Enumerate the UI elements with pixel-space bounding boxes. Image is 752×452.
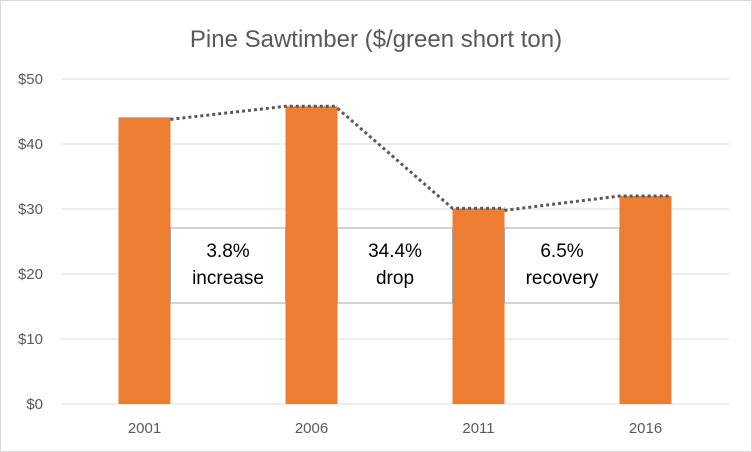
chart-title: Pine Sawtimber ($/green short ton) xyxy=(190,26,562,53)
annotation-text: drop xyxy=(376,268,414,289)
x-axis-ticks: 2001 2006 2011 2016 xyxy=(128,420,662,437)
connector-line xyxy=(170,104,338,121)
annotation-box xyxy=(170,227,286,304)
x-tick-label: 2006 xyxy=(295,420,328,437)
connector-line xyxy=(336,107,505,210)
annotations: 3.8% increase 34.4% drop 6.5% recovery xyxy=(170,227,620,304)
y-tick-label: $50 xyxy=(18,71,43,88)
annotation-text: recovery xyxy=(526,268,599,289)
annotation-box xyxy=(504,227,620,304)
y-tick-label: $40 xyxy=(18,136,43,153)
annotation-text: increase xyxy=(192,268,264,289)
annotation-box xyxy=(337,227,453,304)
x-tick-label: 2016 xyxy=(629,420,662,437)
x-tick-label: 2001 xyxy=(128,420,161,437)
y-tick-label: $20 xyxy=(18,266,43,283)
connectors xyxy=(170,104,672,212)
annotation-text: 3.8% xyxy=(206,241,249,262)
bar-2001 xyxy=(118,117,171,404)
y-axis-ticks: $0 $10 $20 $30 $40 $50 xyxy=(18,71,43,413)
bar-2006 xyxy=(285,106,338,405)
annotation-text: 34.4% xyxy=(368,241,422,262)
bar-2011 xyxy=(452,208,505,404)
annotation-text: 6.5% xyxy=(540,241,583,262)
bars xyxy=(118,106,672,405)
y-tick-label: $30 xyxy=(18,201,43,218)
y-tick-label: $0 xyxy=(26,396,43,413)
x-tick-label: 2011 xyxy=(462,420,494,437)
connector-line xyxy=(504,194,672,212)
bar-2016 xyxy=(619,196,672,404)
y-tick-label: $10 xyxy=(18,331,43,348)
